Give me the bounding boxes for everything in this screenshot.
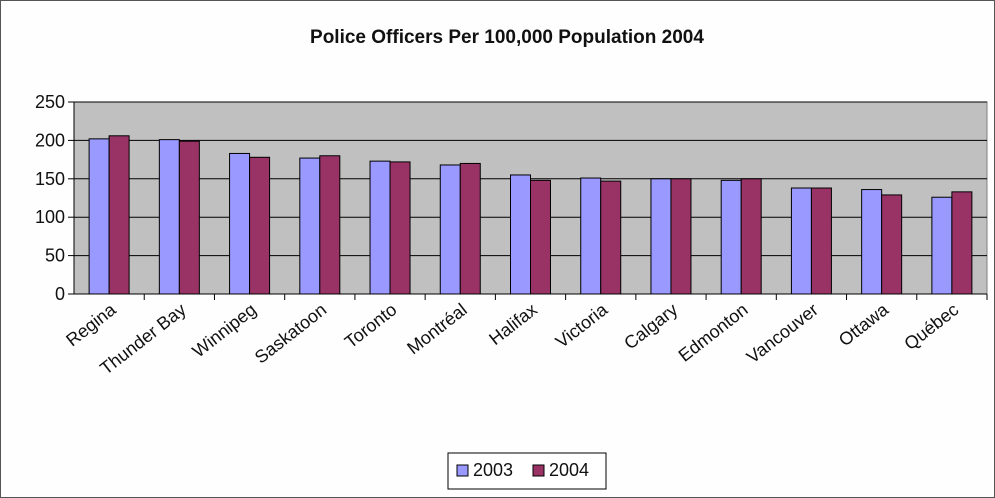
y-tick-label: 50 xyxy=(45,246,65,266)
y-tick-label: 0 xyxy=(55,284,65,304)
bar-2004-halifax xyxy=(530,179,551,295)
bar-2004-calgary xyxy=(670,178,692,295)
bar-2004-winnipeg xyxy=(249,156,271,295)
x-category-label: Victoria xyxy=(552,299,612,352)
bar-2003-winnipeg xyxy=(229,152,251,295)
x-category-label: Saskatoon xyxy=(251,299,330,367)
x-category-label: Vancouver xyxy=(743,299,822,367)
x-category-label: Halifax xyxy=(485,299,541,349)
bar-2004-edmonton xyxy=(740,178,762,295)
legend-swatch-2003 xyxy=(456,464,469,477)
y-tick-label: 150 xyxy=(35,169,65,189)
bar-2003-halifax xyxy=(510,174,531,295)
bar-2004-saskatoon xyxy=(319,155,341,295)
bar-2003-regina xyxy=(88,138,110,295)
x-category-label: Québec xyxy=(900,299,962,354)
x-category-label: Winnipeg xyxy=(189,299,260,361)
bar-2004-thunder-bay xyxy=(178,140,200,295)
bar-2004-qu-bec xyxy=(951,191,973,295)
y-tick-label: 250 xyxy=(35,92,65,112)
y-axis-tick-labels: 0 50 100 150 200 250 xyxy=(35,92,65,304)
legend-label-2004: 2004 xyxy=(549,460,589,480)
legend-label-2003: 2003 xyxy=(473,460,513,480)
x-category-label: Edmonton xyxy=(675,299,752,365)
y-tick-label: 100 xyxy=(35,207,65,227)
bar-2004-victoria xyxy=(600,180,622,295)
x-category-label: Montréal xyxy=(403,299,470,358)
bar-2003-victoria xyxy=(580,177,602,295)
bar-2003-edmonton xyxy=(720,179,742,295)
x-category-label: Toronto xyxy=(341,299,401,352)
bar-2004-montr-al xyxy=(459,162,481,295)
bar-2004-regina xyxy=(108,135,130,295)
bar-2003-vancouver xyxy=(790,187,812,295)
y-tick-label: 200 xyxy=(35,130,65,150)
bar-2004-toronto xyxy=(389,161,411,295)
legend-swatch-2004 xyxy=(532,464,545,477)
bar-2003-qu-bec xyxy=(931,196,953,295)
x-category-label: Calgary xyxy=(620,299,681,353)
bar-2004-vancouver xyxy=(810,187,832,295)
legend-box xyxy=(447,452,607,490)
x-category-label: Regina xyxy=(62,299,120,350)
bars xyxy=(88,135,973,295)
bar-2003-calgary xyxy=(650,178,672,295)
legend: 2003 2004 xyxy=(447,452,607,490)
axes xyxy=(68,101,988,300)
bar-2003-thunder-bay xyxy=(158,139,180,295)
bar-2003-montr-al xyxy=(439,164,461,295)
chart-title: Police Officers Per 100,000 Population 2… xyxy=(310,27,704,48)
bar-2003-toronto xyxy=(369,160,391,295)
bar-2003-saskatoon xyxy=(299,157,321,295)
x-category-label: Ottawa xyxy=(835,299,893,350)
bar-2004-ottawa xyxy=(881,194,903,295)
bar-2003-ottawa xyxy=(861,189,883,295)
